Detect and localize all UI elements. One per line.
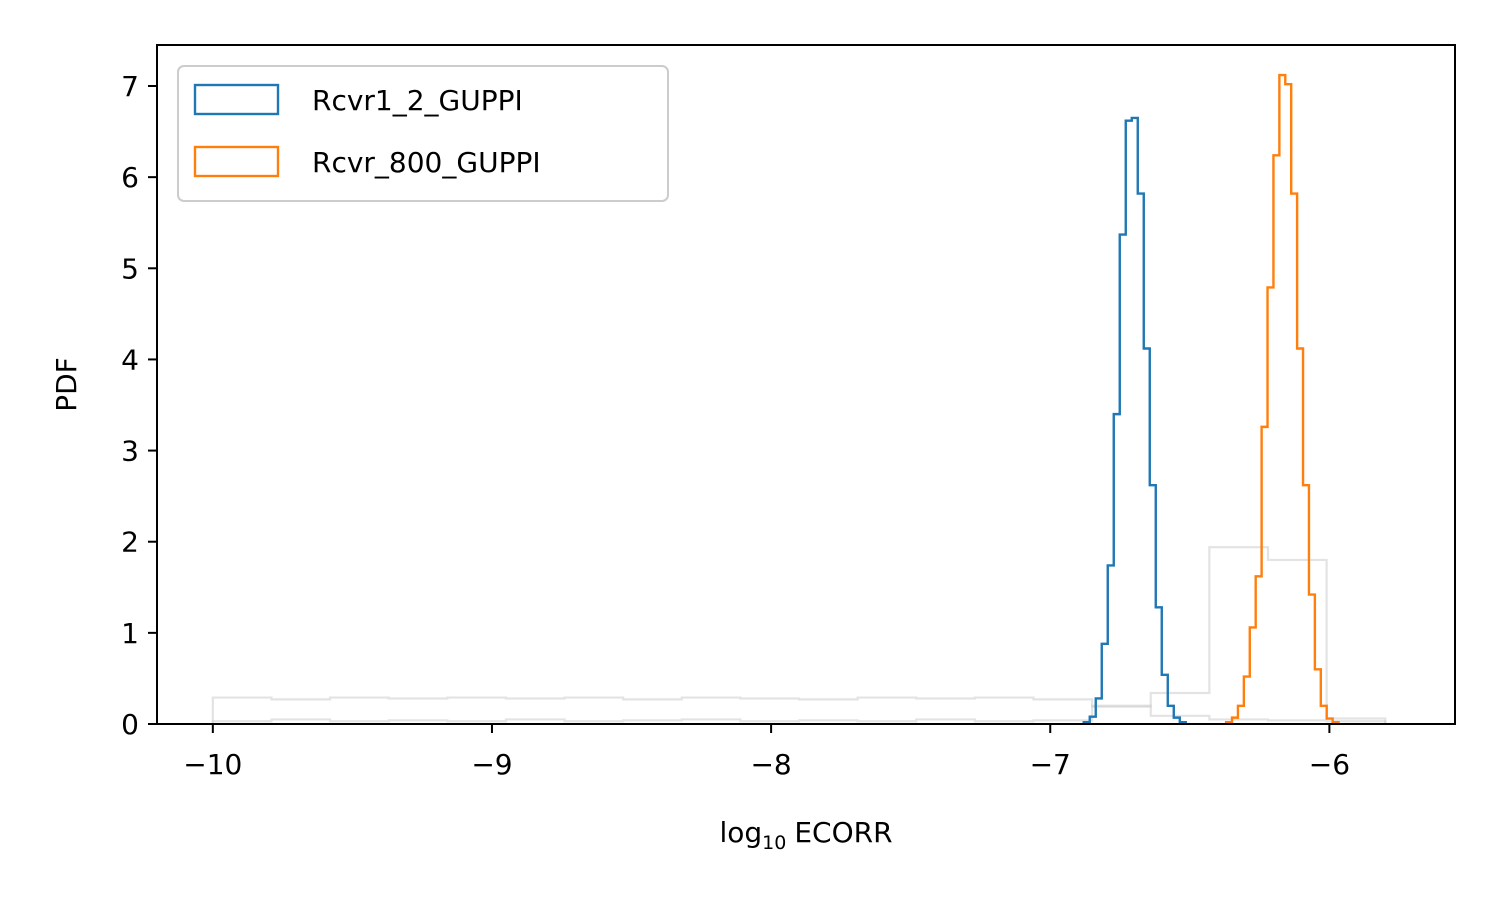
x-tick-label: −7 [1030,748,1071,781]
x-tick-label: −9 [471,748,512,781]
histogram-series [1082,73,1340,724]
y-tick-label: 7 [121,70,139,103]
legend-swatch [193,145,280,178]
legend-swatch [193,83,280,116]
x-axis-label: log10 ECORR [719,816,892,854]
y-axis-ticks: 0 1 2 3 4 5 6 7 [121,70,157,741]
background-distribution-2 [211,704,1387,724]
legend-label: Rcvr_800_GUPPI [312,146,541,179]
background-distribution-1 [211,546,1387,724]
y-tick-label: 2 [121,526,139,559]
legend-box [177,65,669,202]
y-tick-label: 1 [121,617,139,650]
y-tick-label: 5 [121,252,139,285]
y-tick-label: 0 [121,708,139,741]
x-tick-label: −6 [1309,748,1350,781]
legend: Rcvr1_2_GUPPI Rcvr_800_GUPPI [177,65,669,202]
x-axis-label-subscript: 10 [762,832,786,854]
plot-area-frame [156,44,1456,725]
background-distributions [211,546,1387,724]
histogram-series-2 [1224,73,1340,724]
x-tick-label: −8 [750,748,791,781]
x-axis-ticks: −10 −9 −8 −7 −6 [183,724,1350,781]
legend-label: Rcvr1_2_GUPPI [312,84,523,117]
y-tick-label: 4 [121,343,139,376]
x-tick-label: −10 [183,748,242,781]
x-axis-label-rest: ECORR [794,816,892,849]
x-axis-label-base: log [719,816,762,849]
y-tick-label: 3 [121,435,139,468]
histogram-series-1 [1082,116,1187,724]
y-tick-label: 6 [121,161,139,194]
y-axis-label: PDF [50,357,83,412]
